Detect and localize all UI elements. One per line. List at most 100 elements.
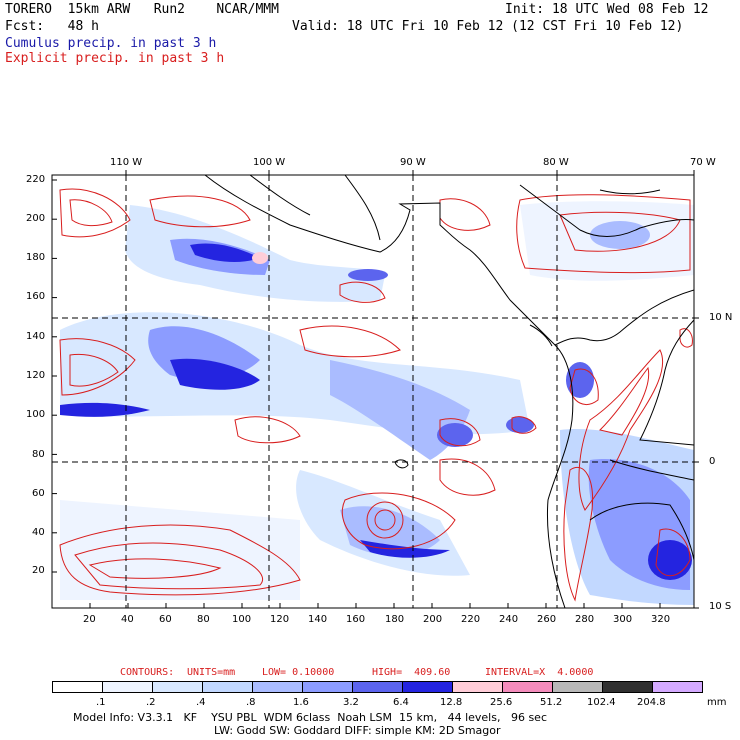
y-tick-120: 120	[26, 370, 46, 381]
axis-tick-marks	[52, 170, 699, 609]
contour-nw-1	[59, 188, 131, 238]
colorbar-label: .2	[146, 697, 156, 708]
contour-sw-3	[88, 558, 222, 579]
contour-swirl-1	[366, 501, 404, 539]
contour-c-1	[299, 325, 401, 358]
x-tick-60: 60	[159, 614, 172, 625]
x-tick-280: 280	[575, 614, 595, 625]
colorbar-label: 51.2	[540, 697, 563, 708]
coast-cuba	[599, 189, 661, 195]
colorbar-label: 3.2	[343, 697, 359, 708]
y-tick-100: 100	[26, 409, 46, 420]
contour-andes-1	[578, 349, 664, 511]
shade-intense-9	[348, 269, 388, 281]
contour-andes-3	[563, 467, 594, 602]
shade-intense-5	[648, 540, 692, 580]
contour-info-units: UNITS=mm	[187, 667, 236, 678]
lat-label-0: 0	[709, 456, 716, 467]
x-tick-300: 300	[613, 614, 633, 625]
contour-s-1	[439, 458, 496, 496]
colorbar-label: .8	[246, 697, 256, 708]
colorbar-box	[152, 681, 203, 693]
y-tick-160: 160	[26, 291, 46, 302]
x-tick-140: 140	[308, 614, 328, 625]
lat-label-10n: 10 N	[709, 312, 733, 323]
colorbar-box	[302, 681, 353, 693]
y-tick-200: 200	[26, 213, 46, 224]
colorbar-label: .1	[96, 697, 106, 708]
x-tick-200: 200	[423, 614, 443, 625]
contour-c-2	[439, 418, 481, 447]
shade-itcz-center	[330, 360, 470, 460]
colorbar-unit: mm	[707, 697, 727, 708]
x-tick-320: 320	[651, 614, 671, 625]
coast-central-america	[204, 175, 694, 346]
contour-w-1	[59, 338, 136, 396]
shade-intense-4	[360, 540, 450, 558]
lon-label-100w: 100 W	[253, 157, 286, 168]
contour-c-4	[234, 416, 301, 444]
coast-colombia-east	[639, 319, 694, 446]
x-tick-40: 40	[121, 614, 134, 625]
y-tick-20: 20	[32, 565, 45, 576]
colorbar-box	[402, 681, 453, 693]
colorbar-box	[52, 681, 103, 693]
legend-explicit: Explicit precip. in past 3 h	[5, 51, 225, 66]
contour-sw-2	[74, 542, 263, 590]
contour-ca-1	[439, 198, 491, 231]
lon-label-70w: 70 W	[690, 157, 716, 168]
lon-label-80w: 80 W	[543, 157, 569, 168]
model-info: Model Info: V3.3.1 KF YSU PBL WDM 6class…	[73, 711, 547, 724]
contour-w-2	[69, 353, 119, 387]
shade-pink-1	[252, 252, 268, 264]
contour-n-2	[339, 281, 386, 303]
coast-south-america-west	[546, 344, 574, 608]
x-tick-180: 180	[385, 614, 405, 625]
valid-time: Valid: 18 UTC Fri 10 Feb 12 (12 CST Fri …	[292, 19, 684, 34]
y-tick-220: 220	[26, 174, 46, 185]
contour-info-low: LOW= 0.10000	[262, 667, 335, 678]
colorbar-label: 102.4	[587, 697, 616, 708]
contour-sw-1	[59, 524, 301, 596]
model-title: TORERO 15km ARW Run2 NCAR/MMM	[5, 2, 279, 17]
legend-cumulus: Cumulus precip. in past 3 h	[5, 36, 217, 51]
border-peru-brazil	[589, 502, 694, 561]
colorbar-box	[202, 681, 253, 693]
colorbar-label: .4	[196, 697, 206, 708]
contour-amazon-1	[655, 528, 691, 577]
x-tick-160: 160	[346, 614, 366, 625]
contour-info-high: HIGH= 409.60	[372, 667, 451, 678]
contour-info-label: CONTOURS:	[120, 667, 175, 678]
colorbar-box	[452, 681, 503, 693]
explicit-contours	[59, 188, 693, 602]
contour-nw-2	[69, 199, 113, 227]
init-time: Init: 18 UTC Wed 08 Feb 12	[505, 2, 709, 17]
x-tick-260: 260	[537, 614, 557, 625]
x-tick-240: 240	[499, 614, 519, 625]
y-tick-80: 80	[32, 449, 45, 460]
coast-caribbean	[519, 184, 694, 238]
shade-southwest	[60, 500, 300, 600]
lat-label-10s: 10 S	[709, 601, 732, 612]
colorbar-label: 6.4	[393, 697, 409, 708]
colorbar-box	[652, 681, 703, 693]
lon-label-90w: 90 W	[400, 157, 426, 168]
latlon-grid	[52, 175, 694, 608]
contour-e-2	[679, 328, 693, 348]
contour-caribbean-1	[516, 194, 691, 274]
colorbar-label: 25.6	[490, 697, 513, 708]
coast-galapagos	[394, 459, 409, 469]
shade-intense-8	[566, 362, 594, 398]
colorbar-box	[602, 681, 653, 693]
forecast-hour: Fcst: 48 h	[5, 19, 99, 34]
shade-intense-7	[437, 423, 473, 447]
y-tick-40: 40	[32, 527, 45, 538]
contour-c-3	[511, 416, 537, 434]
coastlines	[204, 175, 694, 608]
contour-info-interval: INTERVAL=X 4.0000	[485, 667, 594, 678]
model-physics: LW: Godd SW: Goddard DIFF: simple KM: 2D…	[214, 724, 501, 737]
contour-andes-2	[599, 366, 650, 436]
colorbar-label: 1.6	[293, 697, 309, 708]
shade-intense-1	[170, 358, 260, 390]
shade-intense-3	[60, 402, 150, 417]
